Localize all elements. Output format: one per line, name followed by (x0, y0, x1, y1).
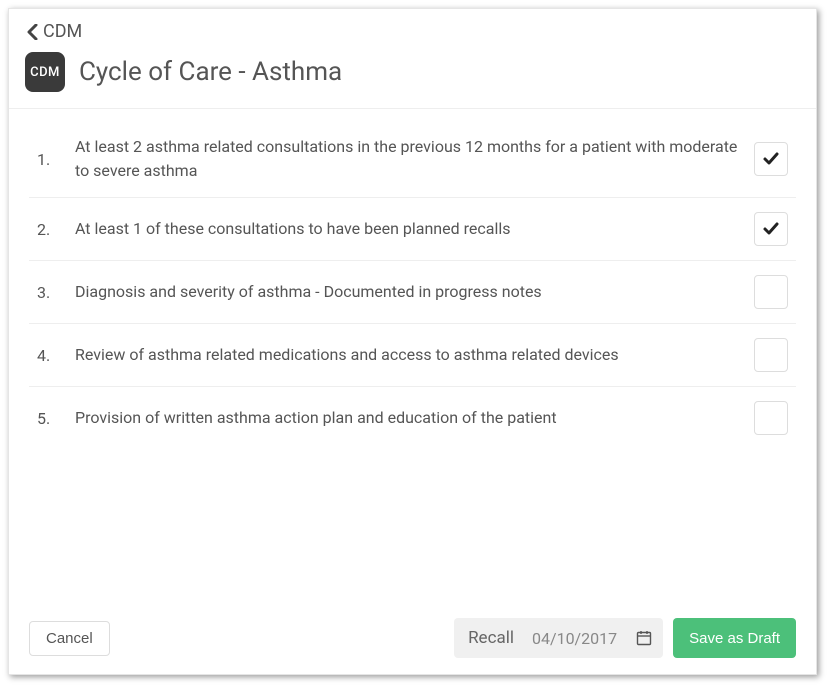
item-number: 5. (37, 409, 61, 428)
cdm-badge-text: CDM (30, 65, 60, 80)
calendar-icon[interactable] (635, 629, 653, 647)
app-window: CDM CDM Cycle of Care - Asthma 1. At leas… (8, 8, 817, 675)
item-checkbox[interactable] (754, 338, 788, 372)
checklist: 1. At least 2 asthma related consultation… (9, 109, 816, 604)
item-checkbox[interactable] (754, 142, 788, 176)
save-draft-button[interactable]: Save as Draft (673, 618, 796, 658)
item-text: Provision of written asthma action plan … (75, 406, 740, 430)
breadcrumb-label[interactable]: CDM (43, 21, 82, 42)
footer: Cancel Recall 04/10/2017 Save as Draft (9, 604, 816, 674)
item-text: Diagnosis and severity of asthma - Docum… (75, 280, 740, 304)
cdm-badge: CDM (25, 52, 65, 92)
item-checkbox[interactable] (754, 401, 788, 435)
item-checkbox[interactable] (754, 275, 788, 309)
breadcrumb[interactable]: CDM (25, 21, 800, 42)
recall-label: Recall (468, 628, 514, 648)
item-text: Review of asthma related medications and… (75, 343, 740, 367)
recall-group[interactable]: Recall 04/10/2017 (454, 618, 663, 658)
item-number: 3. (37, 283, 61, 302)
item-text: At least 1 of these consultations to hav… (75, 217, 740, 241)
item-number: 2. (37, 220, 61, 239)
item-number: 4. (37, 346, 61, 365)
checklist-item: 4. Review of asthma related medications a… (29, 324, 796, 387)
item-checkbox[interactable] (754, 212, 788, 246)
checklist-item: 3. Diagnosis and severity of asthma - Doc… (29, 261, 796, 324)
checklist-item: 2. At least 1 of these consultations to h… (29, 198, 796, 261)
item-number: 1. (37, 150, 61, 169)
chevron-left-icon[interactable] (25, 23, 39, 41)
page-title: Cycle of Care - Asthma (79, 57, 342, 87)
title-row: CDM Cycle of Care - Asthma (25, 52, 800, 92)
cancel-button[interactable]: Cancel (29, 621, 110, 656)
recall-date: 04/10/2017 (532, 629, 617, 648)
header: CDM CDM Cycle of Care - Asthma (9, 9, 816, 109)
item-text: At least 2 asthma related consultations … (75, 135, 740, 183)
checklist-item: 1. At least 2 asthma related consultation… (29, 121, 796, 198)
checklist-item: 5. Provision of written asthma action pla… (29, 387, 796, 449)
